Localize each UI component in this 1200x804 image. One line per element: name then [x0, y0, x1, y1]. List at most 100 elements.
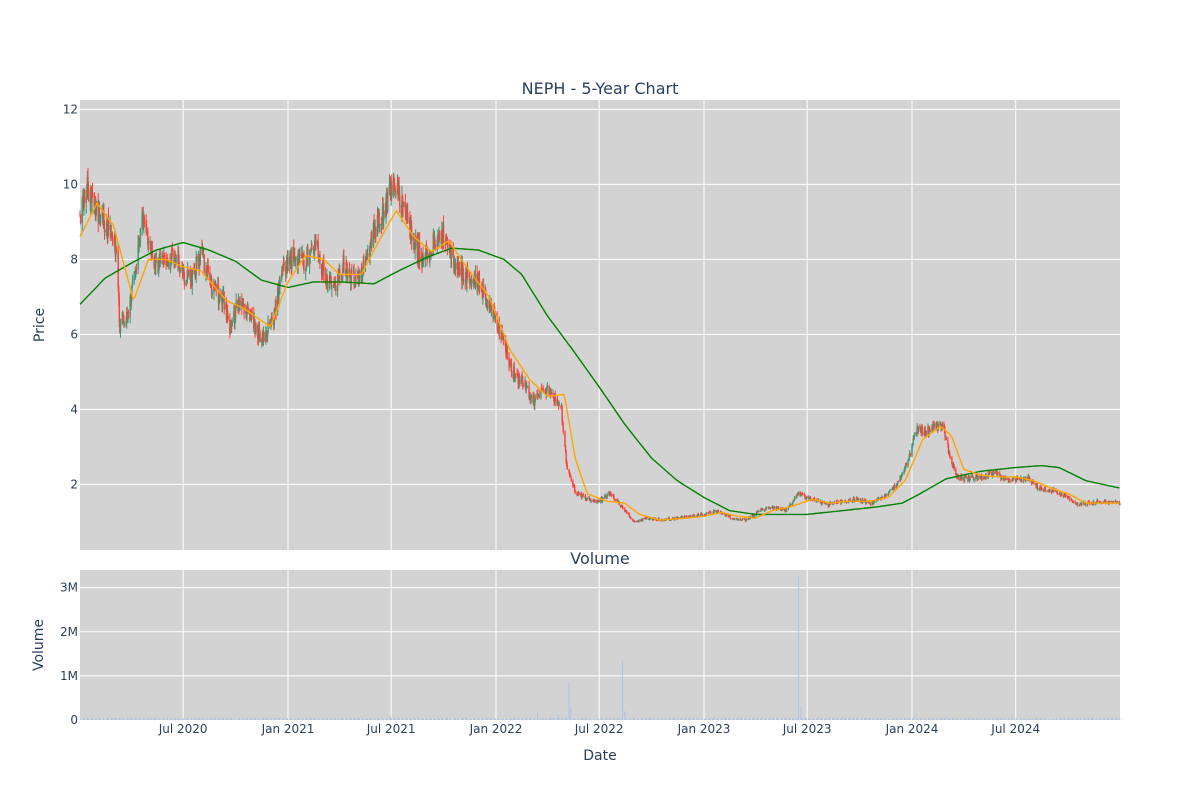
candle-body — [491, 306, 492, 309]
candle-body — [800, 496, 801, 497]
candle-body — [802, 494, 803, 495]
candle-body — [1073, 501, 1074, 502]
volume-bar — [403, 718, 404, 720]
volume-bar — [571, 719, 572, 720]
candle-body — [172, 247, 173, 250]
candle-body — [973, 479, 974, 480]
candle-body — [806, 496, 807, 499]
volume-bar — [639, 719, 640, 720]
candle-body — [439, 231, 440, 237]
volume-bar — [268, 718, 269, 720]
volume-bar — [1014, 719, 1015, 720]
volume-bar — [822, 718, 823, 720]
candle-body — [914, 436, 915, 439]
volume-bar — [611, 718, 612, 720]
volume-bar — [1049, 719, 1050, 720]
volume-bar — [523, 719, 524, 720]
volume-bar — [970, 719, 971, 720]
candle-body — [726, 515, 727, 516]
candle-body — [116, 249, 117, 251]
candle-body — [646, 517, 647, 519]
candle-body — [634, 521, 635, 522]
volume-bar — [974, 718, 975, 720]
volume-bar — [248, 719, 249, 720]
volume-bar — [124, 719, 125, 720]
volume-bar — [950, 718, 951, 720]
volume-bar — [842, 718, 843, 720]
volume-bar — [463, 718, 464, 720]
volume-bar — [714, 717, 715, 720]
volume-bar — [1101, 719, 1102, 720]
volume-bar — [256, 718, 257, 720]
volume-bar — [966, 718, 967, 720]
volume-bar — [276, 718, 277, 720]
candle-body — [379, 224, 380, 232]
volume-bar — [80, 719, 81, 720]
candle-body — [997, 473, 998, 474]
candle-body — [164, 255, 165, 261]
volume-bar — [814, 719, 815, 720]
volume-bar — [654, 719, 655, 720]
volume-bar — [758, 719, 759, 720]
volume-bar — [399, 718, 400, 720]
volume-bar — [874, 719, 875, 720]
volume-bar — [323, 719, 324, 720]
candle-body — [128, 317, 129, 318]
volume-bar — [678, 718, 679, 720]
candle-body — [918, 426, 919, 432]
candle-body — [774, 507, 775, 508]
volume-bar — [1085, 718, 1086, 720]
volume-bar — [1033, 718, 1034, 720]
price-y-tick-label: 10 — [63, 177, 78, 191]
volume-bar — [622, 660, 623, 720]
candle-body — [100, 217, 101, 225]
volume-bar — [551, 718, 552, 720]
volume-bar — [734, 718, 735, 720]
candle-body — [539, 395, 540, 397]
candle-body — [969, 476, 970, 480]
candle-body — [267, 322, 268, 332]
candle-body — [223, 292, 224, 310]
volume-bar — [295, 719, 296, 720]
candle-body — [794, 497, 795, 501]
volume-bar — [587, 718, 588, 720]
volume-bar — [1057, 719, 1058, 720]
candle-body — [622, 508, 623, 509]
volume-bar — [527, 719, 528, 720]
candle-body — [606, 494, 607, 497]
volume-bar — [694, 719, 695, 720]
candle-body — [993, 471, 994, 474]
candle-body — [1097, 500, 1098, 502]
volume-bar — [172, 719, 173, 720]
volume-bar — [100, 719, 101, 720]
candle-body — [347, 270, 348, 277]
volume-bar — [1105, 718, 1106, 720]
volume-bar — [1089, 719, 1090, 720]
candle-body — [383, 211, 384, 220]
candle-body — [682, 516, 683, 517]
volume-bar — [180, 719, 181, 720]
volume-bar — [475, 719, 476, 720]
candle-body — [792, 502, 793, 503]
candle-body — [367, 253, 368, 254]
volume-bar — [531, 719, 532, 720]
volume-bar — [1109, 719, 1110, 720]
candle-body — [487, 301, 488, 308]
price-y-tick-label: 6 — [70, 327, 78, 341]
volume-bar — [698, 718, 699, 720]
volume-bar — [978, 718, 979, 720]
candle-body — [239, 301, 240, 306]
volume-bar — [862, 719, 863, 720]
candle-body — [515, 374, 516, 380]
volume-bar — [224, 719, 225, 720]
volume-bar — [152, 719, 153, 720]
volume-bar — [104, 719, 105, 720]
candle-body — [730, 517, 731, 518]
candle-body — [563, 425, 564, 432]
date-x-tick-label: Jan 2022 — [469, 722, 523, 736]
volume-bar — [910, 719, 911, 720]
volume-bar — [347, 719, 348, 720]
volume-bar — [315, 719, 316, 720]
candle-body — [295, 257, 296, 261]
